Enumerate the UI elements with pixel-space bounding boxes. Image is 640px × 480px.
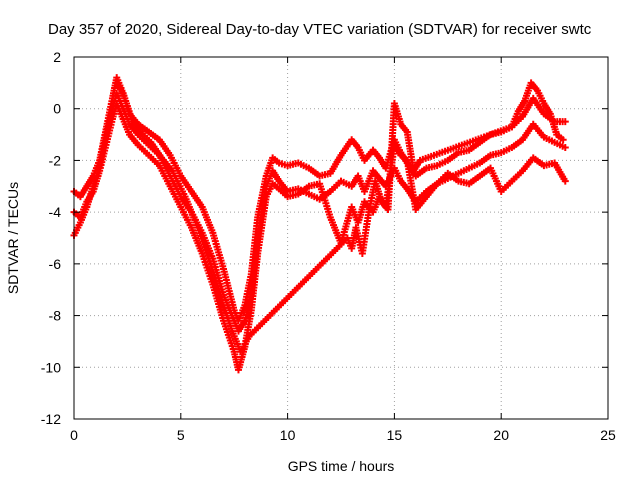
y-tick-label: -10: [41, 359, 61, 375]
y-tick-label: -8: [49, 308, 62, 324]
y-tick-label: 0: [53, 101, 61, 117]
series-track-d: [113, 79, 567, 356]
data-point: [561, 118, 569, 126]
y-tick-label: 2: [53, 49, 61, 65]
x-tick-label: 0: [70, 427, 78, 443]
x-tick-label: 25: [600, 427, 616, 443]
y-tick-label: -2: [49, 152, 62, 168]
plot-frame: [73, 56, 609, 420]
chart-title: Day 357 of 2020, Sidereal Day-to-day VTE…: [48, 21, 592, 38]
y-axis-label: SDTVAR / TECUs: [5, 182, 21, 294]
y-tick-label: -12: [41, 411, 61, 427]
x-axis-label: GPS time / hours: [288, 458, 395, 474]
y-tick-label: -6: [49, 256, 62, 272]
y-tick-label: -4: [49, 204, 62, 220]
x-tick-label: 5: [177, 427, 185, 443]
x-tick-label: 10: [280, 427, 296, 443]
data-point: [559, 136, 567, 144]
data-point: [561, 177, 569, 185]
x-tick-label: 15: [387, 427, 403, 443]
data-series: [70, 74, 569, 374]
x-tick-label: 20: [493, 427, 509, 443]
data-point: [561, 144, 569, 151]
